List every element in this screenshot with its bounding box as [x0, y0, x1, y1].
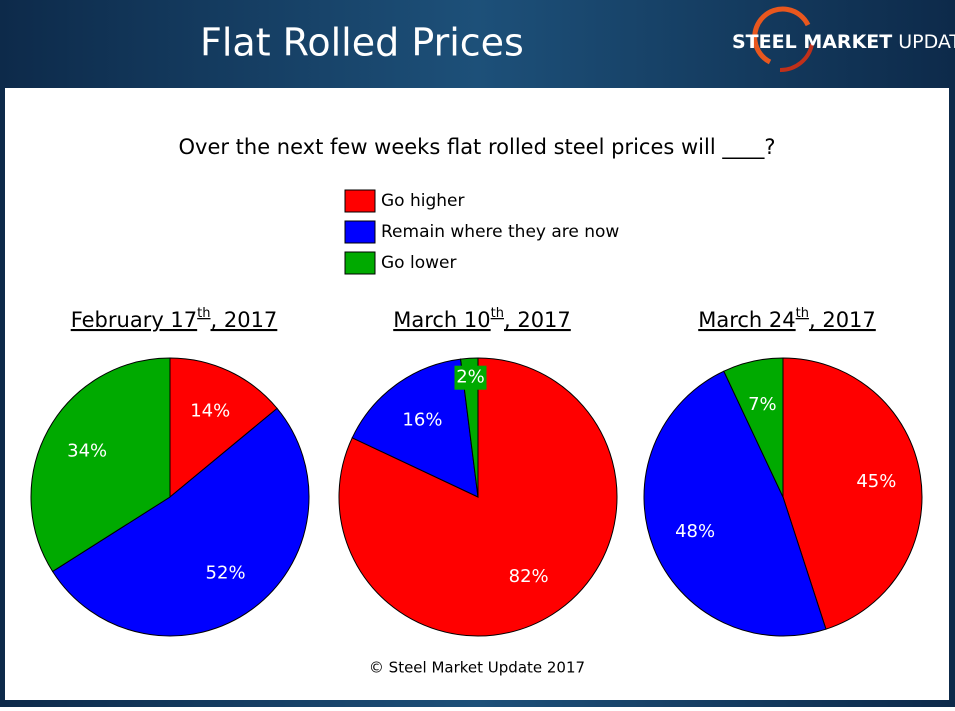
- pie-title: February 17th, 2017: [71, 306, 278, 333]
- pie-title: March 10th, 2017: [393, 306, 571, 333]
- data-label: 48%: [675, 521, 715, 542]
- logo-bold: STEEL MARKET: [732, 31, 892, 53]
- pie-title-part: , 2017: [504, 308, 571, 332]
- slide-title: Flat Rolled Prices: [200, 21, 524, 65]
- question: Over the next few weeks flat rolled stee…: [178, 135, 775, 160]
- footer: © Steel Market Update 2017: [369, 659, 585, 677]
- legend-label: Remain where they are now: [381, 222, 619, 242]
- pie-title-part: th: [491, 306, 504, 321]
- data-label: 52%: [206, 562, 246, 583]
- data-label: 82%: [509, 566, 549, 587]
- label-background: [454, 365, 487, 390]
- pie-title: March 24th, 2017: [698, 306, 876, 333]
- data-label: 45%: [856, 471, 896, 492]
- logo: STEEL MARKET UPDATE: [732, 6, 955, 73]
- legend-label: Go higher: [381, 191, 465, 211]
- data-label: 7%: [748, 394, 777, 415]
- pie-slice: [338, 357, 618, 637]
- logo-swirl: [779, 43, 814, 73]
- legend-label: Go lower: [381, 253, 456, 273]
- data-label: 16%: [402, 410, 442, 431]
- data-label: 14%: [190, 400, 230, 421]
- pie-slice: [51, 407, 310, 637]
- pie-slice: [169, 357, 278, 499]
- data-label: 2%: [456, 367, 485, 388]
- pie-title-part: February 17: [71, 308, 197, 332]
- pie-title-part: , 2017: [809, 308, 876, 332]
- pie-slice: [351, 358, 479, 498]
- pie-title-part: March 10: [393, 308, 490, 332]
- legend-swatch: [344, 251, 376, 275]
- pie-title-part: , 2017: [211, 308, 278, 332]
- pie-title-part: th: [796, 306, 809, 321]
- logo-text: STEEL MARKET UPDATE: [732, 31, 955, 53]
- pie-slice: [723, 357, 784, 498]
- pie-slice: [30, 357, 171, 573]
- legend-swatch: [344, 220, 376, 244]
- logo-swirl: [752, 6, 811, 65]
- data-label: 34%: [67, 440, 107, 461]
- pie-slice: [460, 357, 479, 498]
- pie-slice: [782, 357, 923, 630]
- pie-slice: [643, 370, 827, 637]
- pie-title-part: March 24: [698, 308, 795, 332]
- legend-swatch: [344, 189, 376, 213]
- logo-light: UPDATE: [898, 31, 955, 53]
- pie-title-part: th: [197, 306, 210, 321]
